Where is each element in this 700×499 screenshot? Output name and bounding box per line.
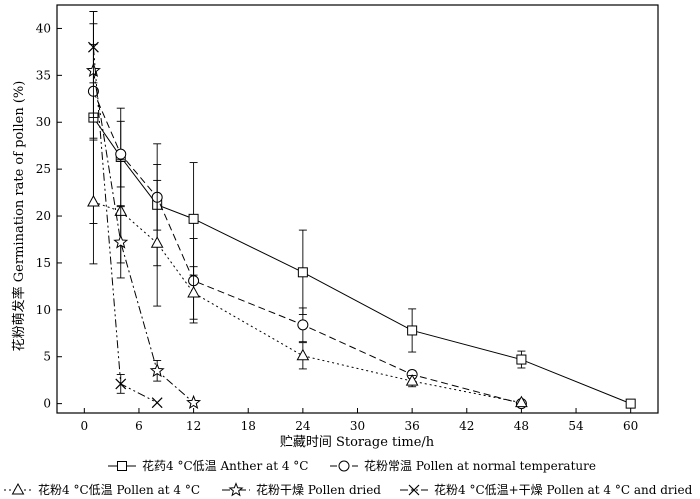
plot-frame <box>56 4 659 414</box>
legend-label: 花粉4 °C低温+干燥 Pollen at 4 °C and dried <box>434 482 693 497</box>
x-tick-label: 60 <box>623 419 638 433</box>
y-axis-label: 花粉萌发率 Germination rate of pollen (%) <box>11 81 27 352</box>
x-tick-label: 36 <box>404 419 419 433</box>
series-3 <box>87 139 528 408</box>
data-point <box>297 267 308 278</box>
data-point <box>516 354 527 365</box>
data-point <box>405 374 419 386</box>
series-5 <box>87 11 163 409</box>
data-point <box>117 461 127 471</box>
legend-item-3: 花粉4 °C低温 Pollen at 4 °C <box>4 482 200 497</box>
data-point <box>408 484 420 496</box>
legend-item-1: 花药4 °C低温 Anther at 4 °C <box>108 458 308 473</box>
x-tick-label: 42 <box>459 419 474 433</box>
legend-label: 花粉干燥 Pollen dried <box>256 482 381 497</box>
data-point <box>11 482 25 495</box>
data-point <box>150 236 164 248</box>
y-tick-label: 35 <box>36 68 51 82</box>
legend-item-2: 花粉常温 Pollen at normal temperature <box>330 458 596 473</box>
y-tick-label: 10 <box>36 303 51 317</box>
y-tick-label: 20 <box>36 209 51 223</box>
series-line <box>93 117 631 405</box>
y-tick-label: 40 <box>36 21 51 35</box>
data-point <box>115 148 127 160</box>
data-point <box>113 234 129 249</box>
legend-label: 花粉4 °C低温 Pollen at 4 °C <box>38 482 200 497</box>
x-axis-label: 贮藏时间 Storage time/h <box>280 435 435 450</box>
data-point <box>625 398 636 409</box>
y-tick-label: 0 <box>43 397 51 411</box>
series-layer <box>85 11 636 410</box>
data-point <box>115 378 127 390</box>
x-tick-label: 6 <box>135 419 143 433</box>
data-point <box>296 348 310 361</box>
series-4 <box>85 23 202 410</box>
data-point <box>87 194 100 207</box>
x-tick-label: 24 <box>295 419 311 433</box>
series-1 <box>88 11 636 409</box>
x-tick-label: 54 <box>568 419 584 433</box>
series-line <box>92 47 158 404</box>
data-point <box>87 41 99 53</box>
legend-label: 花粉常温 Pollen at normal temperature <box>364 458 596 473</box>
data-point <box>187 285 200 298</box>
x-tick-label: 0 <box>80 419 88 433</box>
data-point <box>297 319 309 331</box>
x-tick-label: 12 <box>186 419 201 433</box>
y-tick-label: 5 <box>43 350 51 364</box>
data-point <box>228 482 244 497</box>
data-point <box>151 397 163 409</box>
y-tick-label: 25 <box>36 162 51 176</box>
data-point <box>188 213 199 224</box>
legend-item-5: 花粉4 °C低温+干燥 Pollen at 4 °C and dried <box>400 482 693 497</box>
data-point <box>186 394 202 410</box>
x-tick-label: 30 <box>350 419 365 433</box>
data-point <box>338 460 350 472</box>
y-tick-label: 30 <box>36 115 51 129</box>
y-tick-label: 15 <box>36 256 51 270</box>
series-2 <box>87 43 527 410</box>
data-point <box>407 325 418 336</box>
legend-label: 花药4 °C低温 Anther at 4 °C <box>142 458 308 473</box>
axes: 0 6 12 18 24 30 36 42 48 54 60 0 5 10 15 20 25 30 35 40 <box>36 4 659 433</box>
x-tick-label: 48 <box>514 419 529 433</box>
legend: 花药4 °C低温 Anther at 4 °C 花粉常温 Pollen at no… <box>4 458 693 497</box>
data-point <box>149 362 165 378</box>
data-point <box>515 395 528 408</box>
x-tick-label: 18 <box>241 419 256 433</box>
legend-item-4: 花粉干燥 Pollen dried <box>222 482 381 497</box>
series-line <box>92 70 194 404</box>
